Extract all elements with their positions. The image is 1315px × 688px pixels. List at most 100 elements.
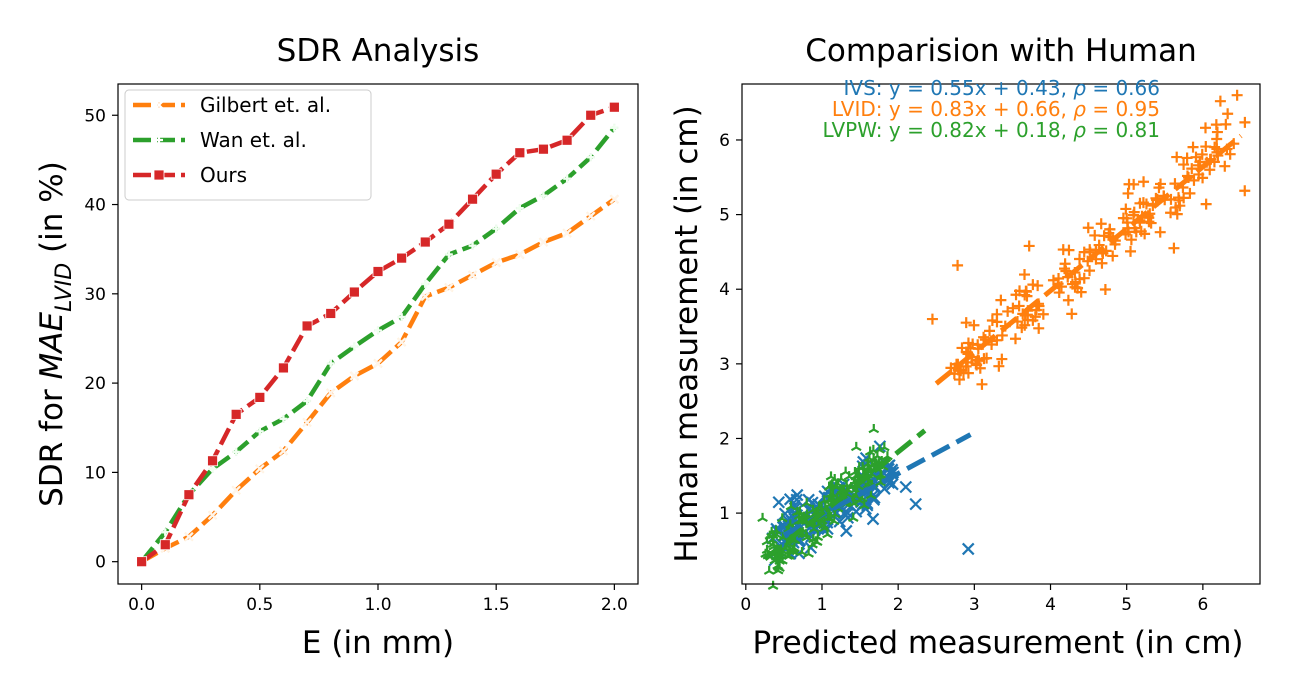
comparison-x-axis-label: Predicted measurement (in cm) <box>752 625 1243 661</box>
series-line <box>140 197 616 564</box>
scatter-point <box>1066 308 1078 320</box>
scatter-outlier <box>868 424 880 434</box>
scatter-point <box>770 525 782 535</box>
equation-lvid: LVID: y = 0.83x + 0.66, ρ = 0.95 <box>832 97 1160 121</box>
data-point-inner <box>516 204 524 212</box>
data-point-inner <box>398 313 405 321</box>
data-point <box>467 193 478 205</box>
x-tick-label: 0 <box>740 595 751 615</box>
comparison-axes-frame <box>741 83 1261 585</box>
scatter-point <box>1075 286 1087 298</box>
scatter-point <box>776 513 788 523</box>
equation-lvpw: LVPW: y = 0.82x + 0.18, ρ = 0.81 <box>823 118 1161 142</box>
scatter-point <box>828 515 840 526</box>
scatter-point <box>1120 203 1132 215</box>
y-tick-label: 6 <box>719 131 730 151</box>
data-point-inner <box>422 280 429 288</box>
scatter-point <box>1107 250 1119 262</box>
data-point <box>608 101 620 113</box>
scatter-point <box>1137 197 1149 209</box>
series-wan-et-al <box>137 123 619 566</box>
scatter-outlier <box>1214 95 1226 107</box>
scatter-point <box>973 355 985 367</box>
scatter-outlier <box>1168 242 1180 254</box>
scatter-outlier <box>866 512 880 526</box>
scatter-point <box>1033 322 1045 334</box>
data-point-inner <box>421 292 430 301</box>
scatter-point <box>1063 244 1075 256</box>
scatter-outlier <box>899 480 913 494</box>
data-point <box>419 236 431 248</box>
scatter-point <box>841 479 853 489</box>
scatter-point <box>810 536 822 546</box>
scatter-point <box>882 451 893 461</box>
scatter-point <box>1104 223 1116 235</box>
comparison-y-axis-label: Human measurement (in cm) <box>669 105 705 562</box>
data-point <box>183 489 195 501</box>
x-tick-label: 2.0 <box>601 595 628 615</box>
scatter-point <box>1197 172 1209 184</box>
scatter-point <box>1053 287 1065 299</box>
scatter-point <box>1019 269 1031 281</box>
data-point-inner <box>445 251 453 258</box>
scatter-point <box>1059 263 1071 275</box>
x-tick-label: 1.5 <box>483 595 510 615</box>
y-tick-label: 50 <box>84 106 106 126</box>
scatter-point <box>1125 245 1137 257</box>
scatter-point <box>993 360 1005 372</box>
scatter-point <box>1125 234 1137 246</box>
data-point <box>207 455 218 467</box>
data-point-inner <box>397 338 406 347</box>
scatter-point <box>790 488 804 502</box>
scatter-point <box>1145 217 1157 229</box>
scatter-point <box>1186 163 1198 175</box>
sdr-y-ticks: 0 10 20 30 40 50 <box>84 106 118 573</box>
data-point-inner <box>255 464 264 473</box>
y-tick-label: 5 <box>719 206 730 226</box>
legend-label: Wan et. al. <box>200 128 307 152</box>
equation-rho: ρ <box>1073 118 1086 142</box>
scatter-point <box>1200 198 1212 210</box>
scatter-point <box>1098 230 1110 242</box>
data-point-inner <box>232 448 240 456</box>
x-tick-label: 2 <box>893 595 904 615</box>
scatter-point <box>865 490 877 500</box>
scatter-point <box>825 488 837 499</box>
sdr-x-ticks: 0.0 0.5 1.0 1.5 2.0 <box>128 584 628 615</box>
scatter-point <box>806 496 819 509</box>
scatter-point <box>1196 148 1208 160</box>
legend-marker <box>153 169 165 181</box>
scatter-point <box>1082 222 1094 234</box>
x-tick-label: 6 <box>1197 595 1208 615</box>
scatter-point <box>788 546 799 556</box>
sdr-chart-title: SDR Analysis <box>277 33 480 69</box>
scatter-point <box>1096 257 1108 269</box>
scatter-point <box>1171 151 1183 163</box>
sdr-y-label-math: MAE <box>34 311 70 379</box>
data-point <box>159 539 171 551</box>
y-tick-label: 2 <box>719 429 730 449</box>
x-tick-label: 5 <box>1121 595 1132 615</box>
data-point-inner <box>351 343 358 350</box>
scatter-point <box>1078 272 1090 284</box>
scatter-point <box>1135 225 1147 237</box>
sdr-plot-area <box>136 101 620 568</box>
scatter-point <box>879 442 890 452</box>
scatter-point <box>1200 141 1212 153</box>
scatter-point <box>1170 201 1182 213</box>
scatter-lvpw <box>757 424 893 590</box>
series-gilbert-et-al <box>136 194 620 567</box>
x-tick-label: 0.5 <box>246 595 273 615</box>
legend-label: Gilbert et. al. <box>200 93 331 117</box>
sdr-legend: Gilbert et. al. Wan et. al. Ours <box>124 89 372 201</box>
scatter-point <box>850 490 862 500</box>
equation-ivs: IVS: y = 0.55x + 0.43, ρ = 0.66 <box>844 76 1160 100</box>
scatter-point <box>1117 212 1129 224</box>
data-point <box>230 408 242 420</box>
scatter-point <box>986 315 998 327</box>
scatter-point <box>1074 253 1086 265</box>
data-point <box>396 252 408 264</box>
scatter-point <box>803 548 814 558</box>
scatter-point <box>996 353 1008 365</box>
scatter-point <box>978 331 990 343</box>
